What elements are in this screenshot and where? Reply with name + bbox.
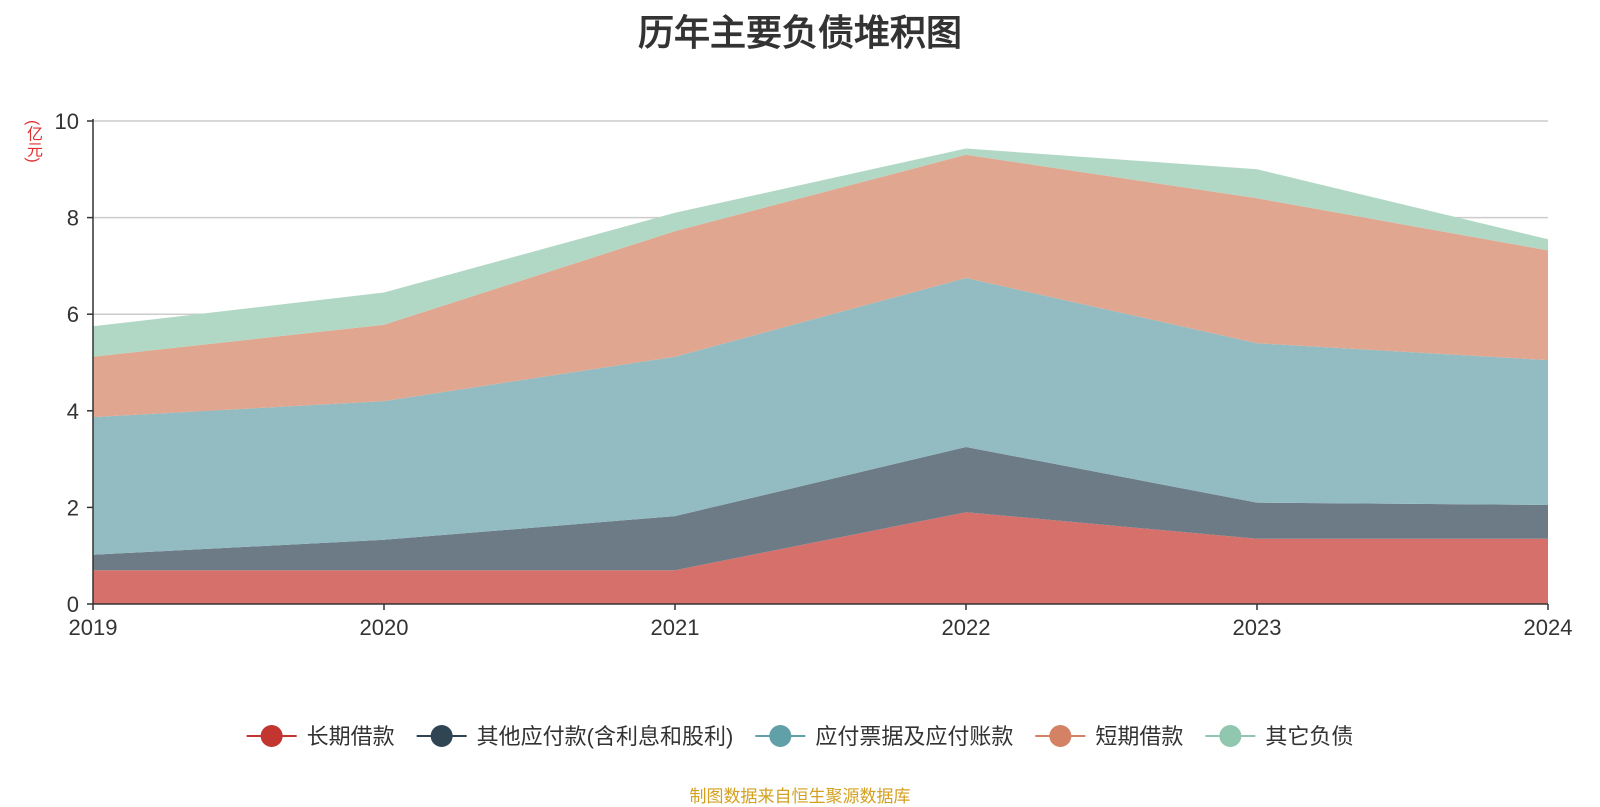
area-layers <box>93 148 1548 604</box>
area-series-2 <box>93 447 1548 571</box>
area-series-3 <box>93 278 1548 555</box>
x-tick-label: 2019 <box>69 615 118 640</box>
area-series-4 <box>93 154 1548 418</box>
x-tick-label: 2021 <box>651 615 700 640</box>
legend-label: 短期借款 <box>1095 724 1183 749</box>
x-tick-label: 2022 <box>942 615 991 640</box>
legend-circle-marker <box>430 725 453 747</box>
legend: 长期借款 其他应付款(含利息和股利) 应付票据及应付账款 短期借款 其它负债 <box>246 724 1353 749</box>
y-tick-label: 6 <box>67 302 79 327</box>
x-tick-label: 2023 <box>1233 615 1282 640</box>
legend-item: 短期借款 <box>1035 724 1183 749</box>
area-series-5 <box>93 148 1548 357</box>
legend-item: 长期借款 <box>246 724 395 749</box>
legend-item: 应付票据及应付账款 <box>755 724 1013 749</box>
chart-title: 历年主要负债堆积图 <box>637 12 962 53</box>
legend-circle-marker <box>260 725 283 747</box>
legend-label: 其他应付款(含利息和股利) <box>477 724 734 749</box>
axes: 0 2 4 6 8 10 2019 2020 2021 2022 2023 2024 <box>55 109 1573 640</box>
x-tick-label: 2020 <box>360 615 409 640</box>
y-tick-label: 8 <box>67 206 79 231</box>
legend-circle-marker <box>1219 725 1242 747</box>
legend-label: 长期借款 <box>307 724 395 749</box>
x-tick-label: 2024 <box>1524 615 1573 640</box>
legend-circle-marker <box>1049 725 1072 747</box>
legend-circle-marker <box>769 725 792 747</box>
legend-label: 其它负债 <box>1265 724 1353 749</box>
y-axis-unit-label: (亿元) <box>24 120 41 163</box>
legend-item: 其他应付款(含利息和股利) <box>416 724 734 749</box>
legend-item: 其它负债 <box>1205 724 1353 749</box>
source-footnote: 制图数据来自恒生聚源数据库 <box>689 787 911 806</box>
y-tick-label: 4 <box>67 399 79 424</box>
y-tick-label: 0 <box>67 592 79 617</box>
y-tick-label: 2 <box>67 495 79 520</box>
legend-label: 应付票据及应付账款 <box>815 724 1013 749</box>
area-series-1 <box>93 512 1548 604</box>
y-tick-label: 10 <box>55 109 79 134</box>
